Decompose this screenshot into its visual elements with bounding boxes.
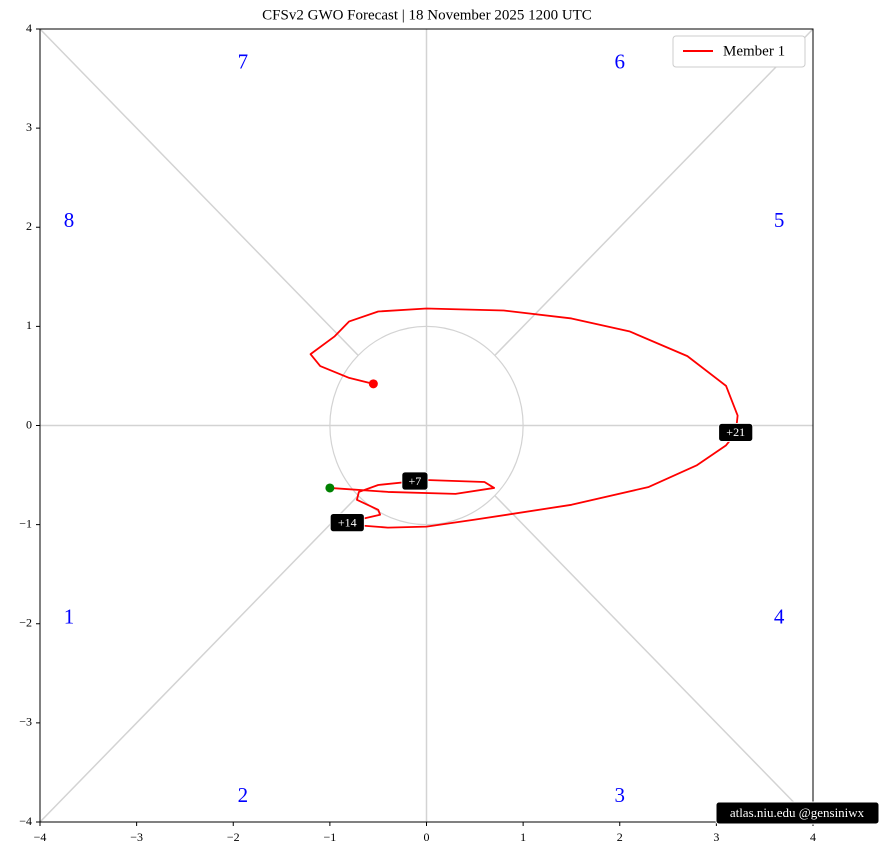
diagonal-line bbox=[39, 28, 359, 356]
annotation-box bbox=[401, 471, 429, 491]
diagonal-line bbox=[39, 495, 359, 823]
annotation-label: +7 bbox=[409, 474, 422, 488]
annotation-box bbox=[718, 423, 754, 442]
x-tick-label: −3 bbox=[130, 830, 143, 844]
annotation-box bbox=[329, 513, 365, 533]
y-tick-label: 4 bbox=[26, 21, 32, 35]
unit-circle bbox=[329, 325, 524, 526]
x-tick-label: −4 bbox=[34, 830, 47, 844]
diagonal-line bbox=[494, 495, 814, 823]
x-tick-label: −2 bbox=[227, 830, 240, 844]
y-tick-label: −3 bbox=[19, 715, 32, 729]
y-tick-label: −1 bbox=[19, 516, 32, 530]
legend-box bbox=[672, 35, 806, 68]
trajectory-line bbox=[309, 307, 739, 529]
x-tick-label: 3 bbox=[713, 830, 719, 844]
diagonal-line bbox=[494, 28, 814, 356]
phase-label: 8 bbox=[64, 208, 75, 232]
x-tick-label: 1 bbox=[520, 830, 526, 844]
phase-label: 4 bbox=[774, 605, 785, 629]
credit-label: atlas.niu.edu @gensiniwx bbox=[730, 805, 865, 820]
start-point bbox=[325, 483, 335, 493]
y-tick-label: −4 bbox=[19, 814, 32, 828]
legend-label: Member 1 bbox=[723, 43, 785, 59]
x-tick-label: 4 bbox=[810, 830, 816, 844]
phase-label: 2 bbox=[238, 783, 249, 807]
end-point bbox=[368, 379, 378, 389]
y-tick-label: 0 bbox=[26, 417, 32, 431]
phase-label: 7 bbox=[238, 50, 249, 74]
chart-title: CFSv2 GWO Forecast | 18 November 2025 12… bbox=[262, 7, 592, 23]
phase-label: 5 bbox=[774, 208, 785, 232]
x-tick-label: −1 bbox=[323, 830, 336, 844]
y-tick-label: −2 bbox=[19, 616, 32, 630]
x-tick-label: 0 bbox=[424, 830, 430, 844]
annotation-label: +21 bbox=[726, 425, 745, 439]
legend: Member 1 bbox=[672, 35, 806, 68]
x-tick-label: 2 bbox=[617, 830, 623, 844]
y-tick-label: 2 bbox=[26, 219, 32, 233]
phase-label: 3 bbox=[615, 783, 626, 807]
phase-label: 1 bbox=[64, 605, 75, 629]
y-tick-label: 3 bbox=[26, 120, 32, 134]
phase-label: 6 bbox=[615, 50, 626, 74]
y-tick-label: 1 bbox=[26, 318, 32, 332]
credit-box bbox=[715, 801, 880, 825]
annotation-label: +14 bbox=[338, 515, 357, 529]
